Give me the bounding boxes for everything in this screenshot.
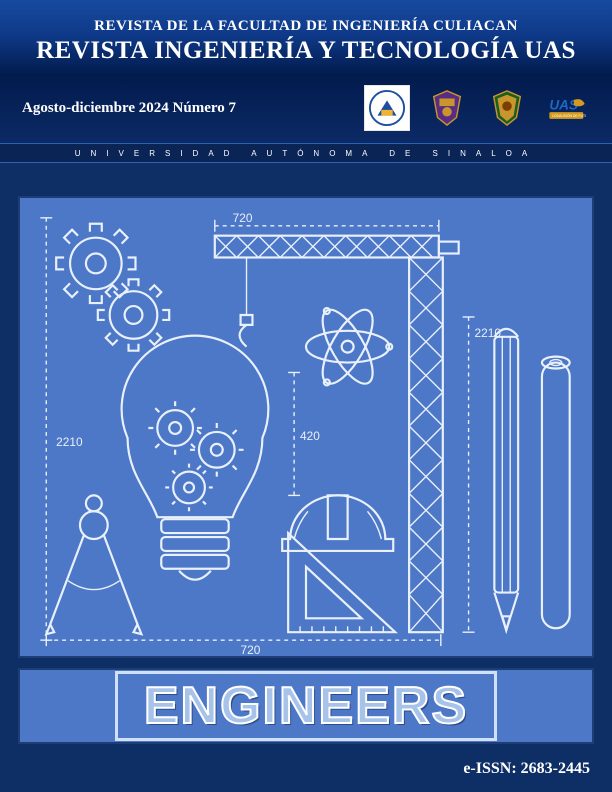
engineers-text: ENGINEERS [144, 676, 468, 736]
pencil-icon [494, 329, 518, 630]
shield-logo-2-icon [484, 85, 530, 131]
header-band: REVISTA DE LA FACULTAD DE INGENIERÍA CUL… [0, 0, 612, 75]
dim-top: 720 [233, 211, 253, 225]
lightbulb-gears-icon [122, 336, 269, 580]
crane-icon [215, 236, 459, 633]
university-name: UNIVERSIDAD AUTÓNOMA DE SINALOA [75, 149, 537, 158]
university-strip: UNIVERSIDAD AUTÓNOMA DE SINALOA [0, 143, 612, 163]
svg-text:CONJUSIÓN DE FUTURO 2025: CONJUSIÓN DE FUTURO 2025 [552, 113, 586, 118]
engineers-banner: ENGINEERS [18, 668, 594, 744]
setsquare-icon [288, 533, 395, 632]
journal-cover: REVISTA DE LA FACULTAD DE INGENIERÍA CUL… [0, 0, 612, 792]
journal-title: REVISTA INGENIERÍA Y TECNOLOGÍA UAS [0, 37, 612, 65]
svg-text:UAS: UAS [549, 97, 578, 112]
uas-logo-icon: UAS CONJUSIÓN DE FUTURO 2025 [544, 85, 590, 131]
facultad-logo-icon [364, 85, 410, 131]
compass-icon [46, 495, 141, 634]
logo-row: UAS CONJUSIÓN DE FUTURO 2025 [364, 85, 590, 131]
dim-420: 420 [300, 429, 320, 443]
engineers-frame: ENGINEERS [115, 671, 497, 741]
dim-2210-left: 2210 [56, 435, 83, 449]
dim-bottom: 720 [241, 643, 261, 656]
blueprint-panel: .bp { fill:none; stroke:#e8f0fb; stroke-… [18, 196, 594, 658]
issue-info: Agosto-diciembre 2024 Número 7 [22, 100, 236, 117]
shield-logo-1-icon [424, 85, 470, 131]
issue-logo-row: Agosto-diciembre 2024 Número 7 UAS CONJU… [0, 75, 612, 143]
atom-icon [306, 303, 392, 391]
issn-label: e-ISSN: 2683-2445 [463, 760, 590, 778]
roll-icon [542, 357, 570, 629]
faculty-subtitle: REVISTA DE LA FACULTAD DE INGENIERÍA CUL… [0, 18, 612, 35]
gears-icon [56, 224, 169, 351]
blueprint-svg: .bp { fill:none; stroke:#e8f0fb; stroke-… [20, 198, 592, 656]
